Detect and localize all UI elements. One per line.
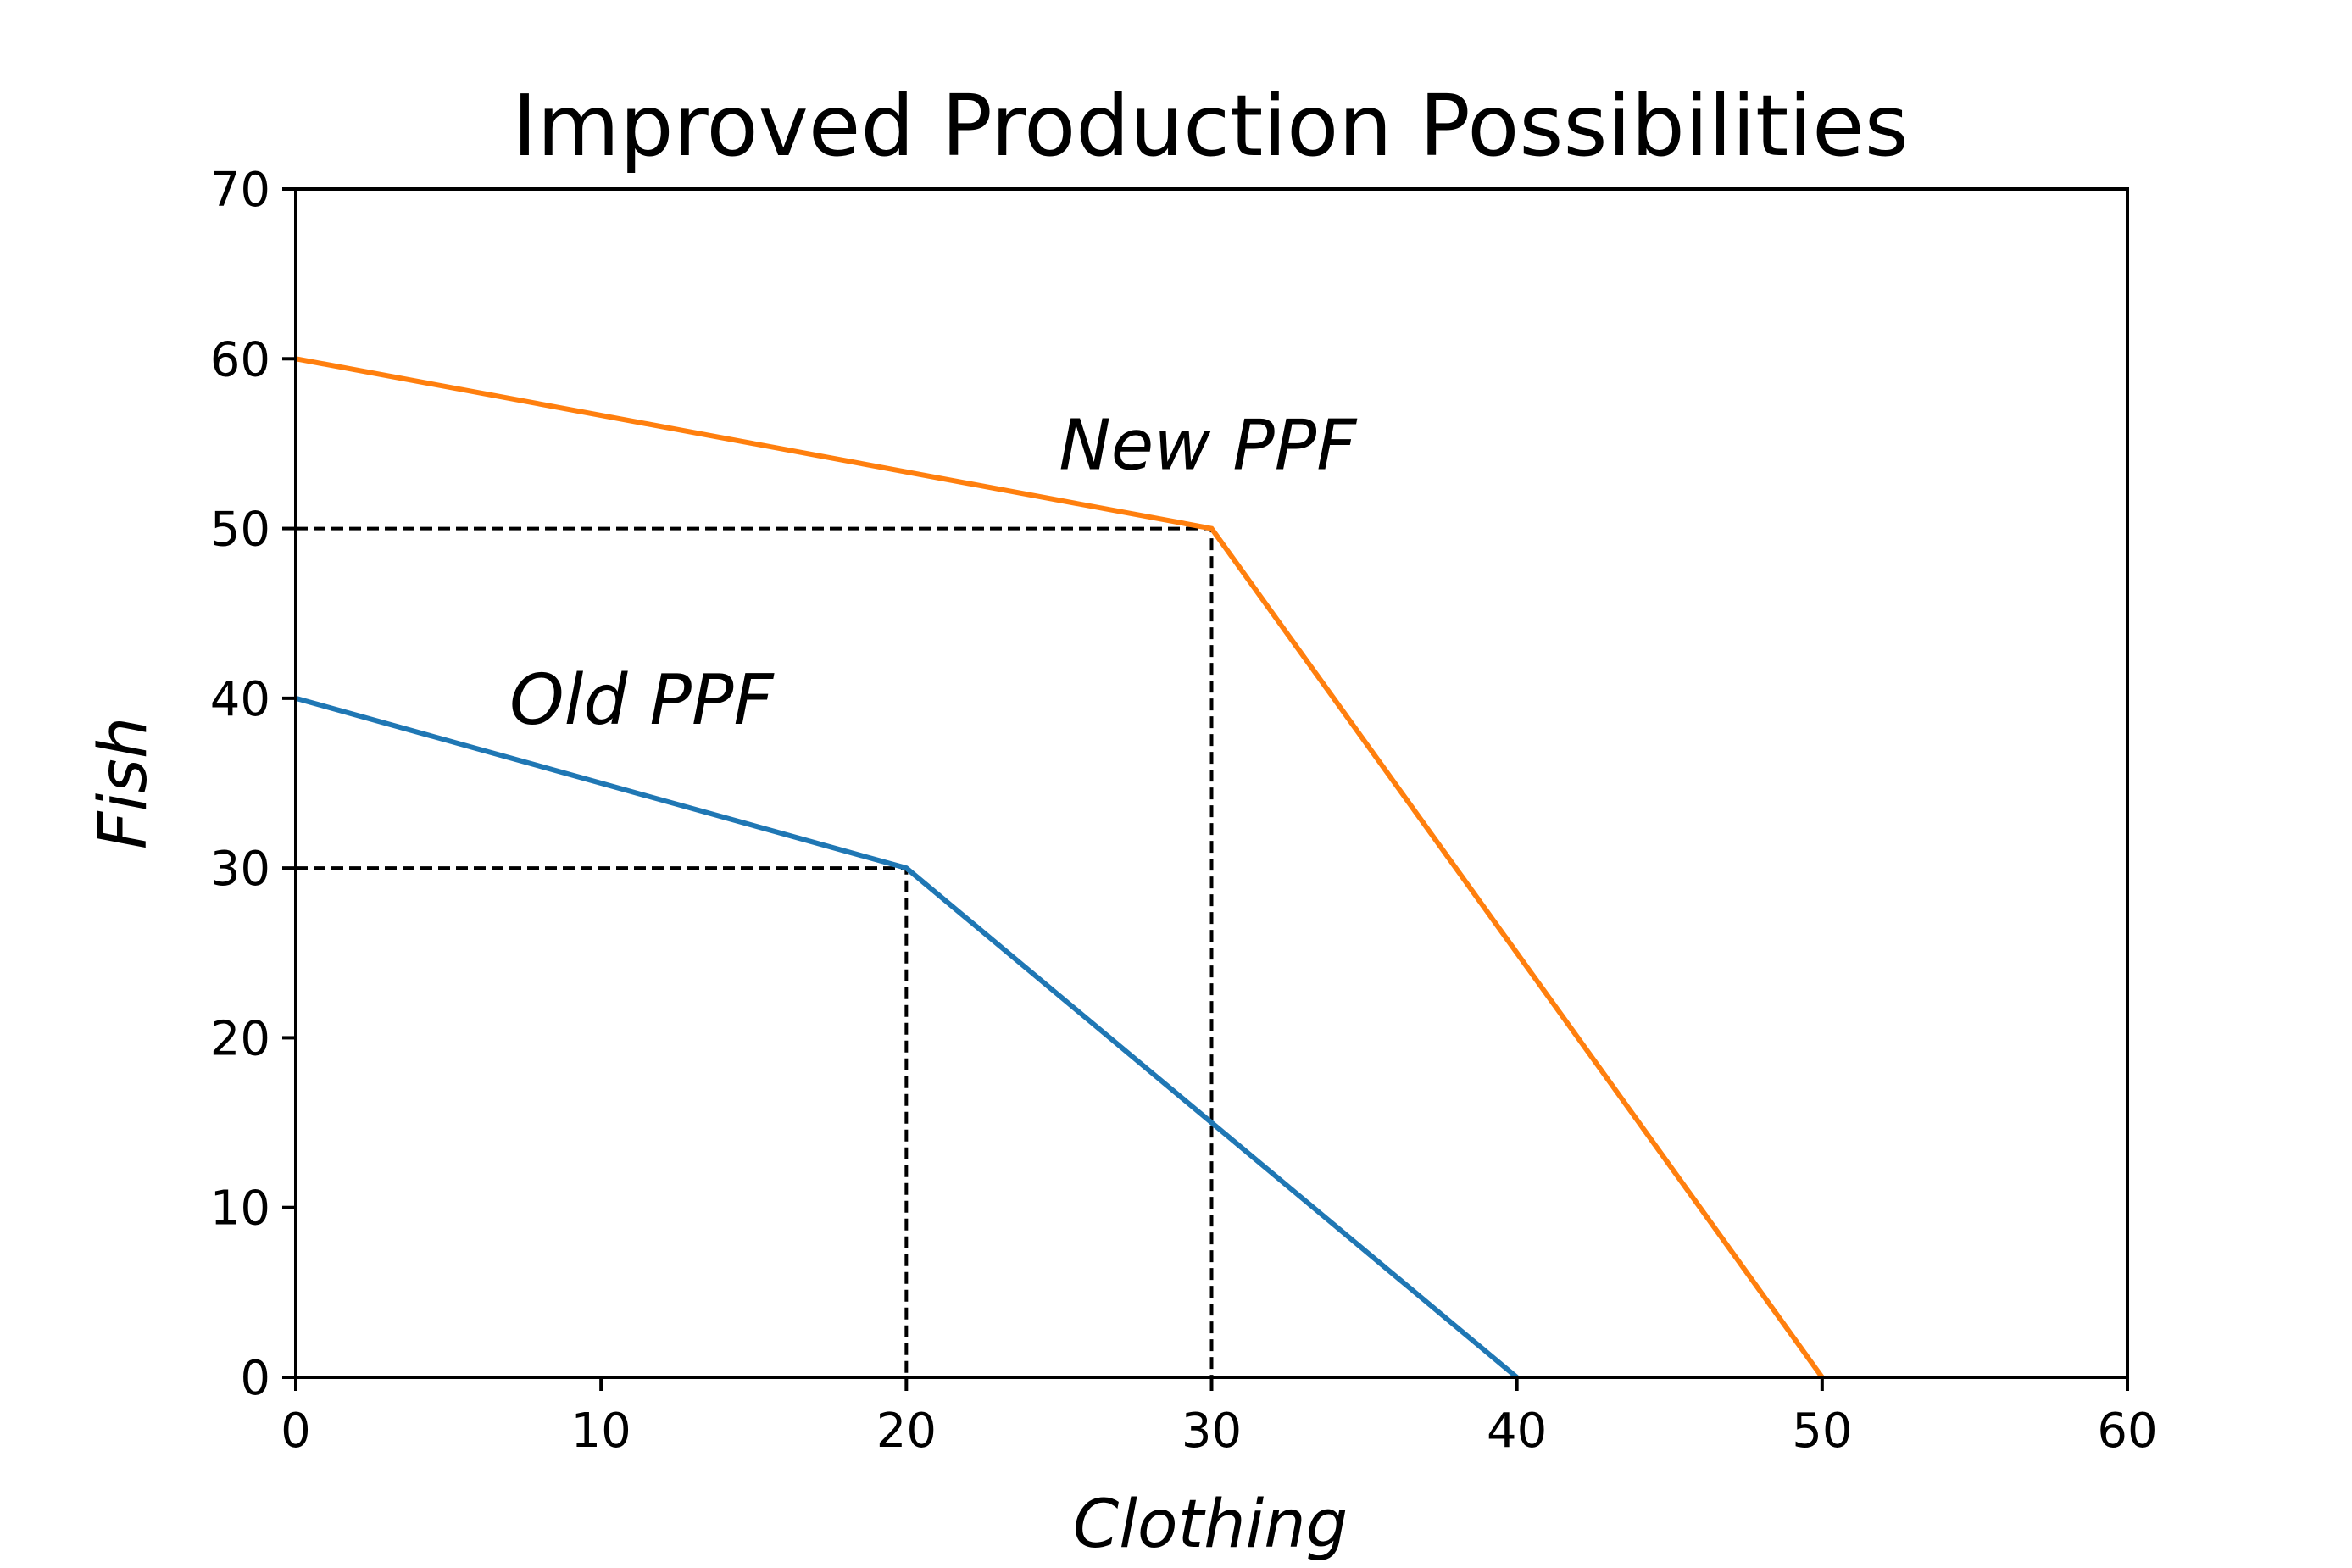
series-line-1 — [295, 356, 1825, 1379]
x-tick-label-6: 60 — [2097, 1404, 2157, 1459]
y-tick-label-1: 10 — [210, 1182, 270, 1237]
x-tick-label-5: 50 — [1792, 1404, 1852, 1459]
y-axis-ticks: 0 10 20 30 40 50 60 70 — [210, 163, 296, 1406]
annotation-layer: Old PPF New PPF — [509, 405, 1358, 740]
y-axis-label: Fish — [86, 717, 162, 850]
guide-line-1 — [296, 526, 1214, 1377]
x-tick-label-3: 30 — [1182, 1404, 1242, 1459]
y-tick-label-5: 50 — [210, 503, 270, 558]
x-tick-label-4: 40 — [1487, 1404, 1547, 1459]
chart-title: Improved Production Possibilities — [512, 76, 1909, 175]
guides-layer — [296, 526, 1214, 1377]
x-tick-label-2: 20 — [876, 1404, 937, 1459]
series-layer — [295, 356, 1825, 1380]
x-axis-ticks: 0 10 20 30 40 50 60 — [281, 1377, 2158, 1459]
y-tick-label-6: 60 — [210, 332, 270, 387]
y-tick-label-4: 40 — [210, 672, 270, 727]
x-tick-label-1: 10 — [571, 1404, 631, 1459]
y-tick-label-2: 20 — [210, 1011, 270, 1066]
series-line-0 — [295, 695, 1519, 1380]
guide-line-0 — [296, 866, 909, 1377]
y-tick-label-3: 30 — [210, 842, 270, 897]
x-tick-label-0: 0 — [281, 1404, 311, 1459]
x-axis-label: Clothing — [1073, 1487, 1348, 1563]
y-tick-label-0: 0 — [240, 1351, 270, 1406]
y-tick-label-7: 70 — [210, 163, 270, 218]
annotation-0: Old PPF — [509, 660, 775, 741]
annotation-1: New PPF — [1059, 405, 1358, 486]
